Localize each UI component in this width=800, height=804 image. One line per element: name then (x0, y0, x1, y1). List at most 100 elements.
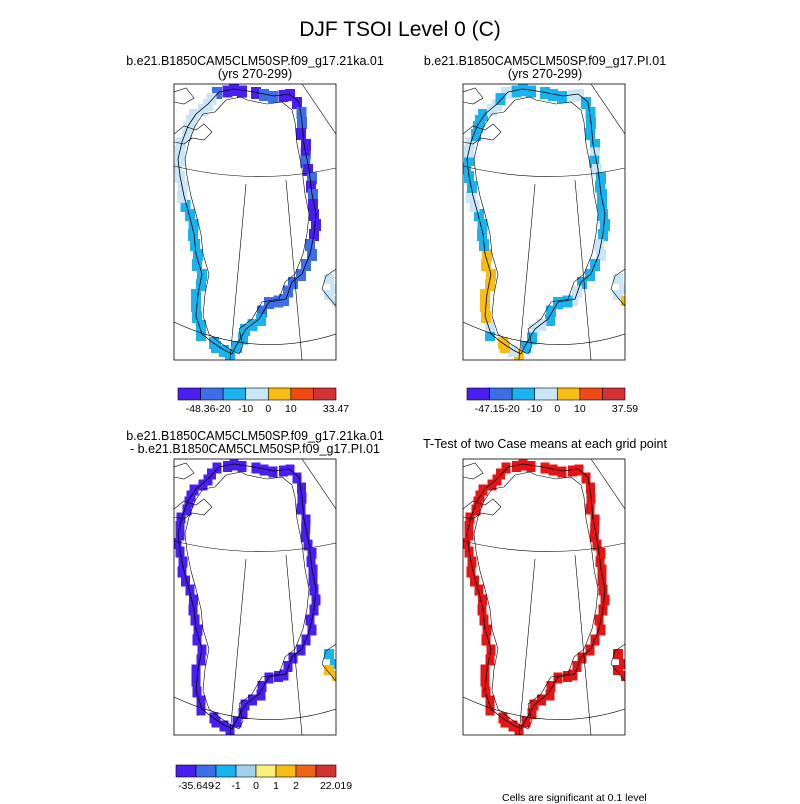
panel-4-meridian (590, 459, 625, 510)
panel-1-latitude-line (174, 321, 336, 345)
panel-1-grid-cell (256, 314, 266, 326)
panel-3-grid-cell (176, 512, 186, 524)
panel-4-grid-cell (526, 461, 536, 472)
panel-2-grid-cell (553, 297, 563, 309)
panel-3-grid-cell (198, 479, 208, 491)
panel-3-grid-cell (297, 482, 306, 494)
panel-3-grid-cell (311, 594, 321, 606)
panel-1-colorbar-swatch (290, 387, 314, 401)
panel-2-grid-cell (567, 90, 578, 102)
panel-1-grid-cell (308, 199, 318, 211)
panel-1-grid-cell (193, 249, 203, 261)
panel-1-grid-cell (177, 191, 187, 203)
panel-3-grid-cell (308, 564, 318, 576)
panel-2-grid-cell (594, 239, 604, 251)
panel-4-island-outline (463, 462, 484, 480)
panel-1-grid-cell (257, 305, 267, 318)
panel-1-frame (173, 83, 337, 361)
panel-1-grid-cell (222, 85, 233, 98)
panel-2-grid-cell (480, 289, 490, 301)
panel-1-title-line-2: (yrs 270-299) (217, 67, 293, 81)
panel-2-colorbar-swatch (489, 387, 513, 401)
panel-4-meridian (574, 554, 592, 735)
panel-3-grid-cell (219, 720, 229, 732)
panel-2-grid-cell (495, 93, 506, 105)
panel-2-grid-cell (514, 349, 524, 360)
panel-3-grid-cell (185, 584, 195, 596)
panel-3-title-line-2: - b.e21.B1850CAM5CLM50SP.f09_g17.PI.01 (130, 442, 380, 456)
panel-4-grid-cell (464, 529, 474, 541)
panel-1-grid-cell (300, 155, 311, 168)
panel-4-grid-cell (477, 604, 487, 616)
panel-2-grid-cell (596, 249, 606, 261)
panel-4-grid-cell (621, 671, 625, 681)
panel-1-grid-cell (311, 219, 321, 231)
panel-4-grid-cell (492, 474, 502, 486)
panel-1-grid-cell (191, 289, 201, 301)
panel-2-grid-cell (526, 85, 536, 98)
panel-1-grid-cell (278, 90, 289, 102)
panel-2-colorbar-tick-label: -47.15 (475, 403, 505, 415)
panel-2-grid-cell (469, 200, 480, 212)
panel-3-grid-cell (203, 474, 213, 486)
panel-4-grid-cell (478, 594, 487, 606)
panel-3-grid-cell (192, 686, 202, 698)
panel-1-colorbar-swatch (245, 387, 269, 401)
panel-3-colorbar-swatch (315, 764, 337, 778)
panel-1-grid-cell (332, 296, 336, 306)
panel-1-grid-cell (288, 277, 298, 289)
panel-3-latitude-line (174, 696, 336, 720)
panel-2-grid-cell (592, 164, 602, 176)
panel-1-grid-cell (303, 164, 313, 176)
panel-1-grid-cell (247, 319, 258, 331)
panel-2-grid-cell (600, 219, 610, 231)
panel-2-grid-cell (471, 129, 481, 141)
panel-4-grid-cell (563, 671, 572, 682)
panel-4-grid-cell (619, 659, 625, 669)
panel-2-grid-cell (585, 107, 596, 119)
panel-1-grid-cell (292, 97, 302, 109)
panel-1-colorbar-tick-label: -10 (238, 403, 253, 415)
panel-4-grid-cell (496, 468, 505, 480)
panel-3-grid-cell (268, 466, 278, 478)
panel-2-title-line-2: (yrs 270-299) (507, 67, 583, 81)
panel-2-grid-cell (536, 319, 547, 331)
panel-1-grid-cell (174, 162, 182, 175)
panel-2-colorbar-tick-label: -20 (505, 403, 520, 415)
panel-4-grid-cell (597, 574, 607, 586)
panel-4-plot-area (463, 459, 625, 735)
panel-2-grid-cell (465, 137, 475, 149)
panel-4-grid-cell (598, 584, 608, 596)
panel-3-grid-cell (191, 675, 201, 687)
panel-2-grid-cell (482, 249, 492, 261)
panel-3-colorbar-swatch (175, 764, 197, 778)
panel-1-grid-cell (324, 290, 334, 300)
panel-1-grid-cell (309, 209, 319, 221)
panel-4-grid-cell (577, 652, 587, 664)
panel-4-grid-cell (594, 614, 604, 626)
panel-2-title-line-1: b.e21.B1850CAM5CLM50SP.f09_g17.PI.01 (423, 54, 667, 68)
panel-4-grid-cell (585, 503, 595, 515)
panel-2-grid-cell (546, 305, 556, 318)
panel-2-island-outline (463, 87, 484, 105)
panel-1-grid-cell (189, 109, 199, 121)
panel-2-grid-cell (589, 155, 600, 168)
panel-4-grid-cell (568, 669, 578, 681)
panel-2-grid-cell (597, 199, 607, 211)
panel-2-colorbar-swatch (579, 387, 603, 401)
panel-4-grid-cell (546, 681, 556, 692)
panel-4-grid-cell (485, 695, 495, 707)
panel-2-colorbar-tick-label: 10 (574, 403, 586, 415)
panel-3-grid-cell (178, 556, 188, 568)
panel-3-grid-cell (196, 695, 206, 707)
panel-3-grid-cell (175, 529, 185, 541)
panel-3-grid-cell (207, 468, 216, 480)
panel-2-grid-cell (613, 290, 623, 300)
panel-4-grid-cell (474, 584, 484, 596)
panel-2-grid-cell (501, 87, 511, 99)
panel-3-grid-cell (307, 547, 317, 559)
panel-1-title: b.e21.B1850CAM5CLM50SP.f09_g17.21ka.01 (… (105, 55, 405, 81)
panel-2-latitude-line (463, 321, 625, 345)
panel-3-colorbar-swatch (215, 764, 237, 778)
panel-2-inner-coastline (473, 96, 599, 355)
